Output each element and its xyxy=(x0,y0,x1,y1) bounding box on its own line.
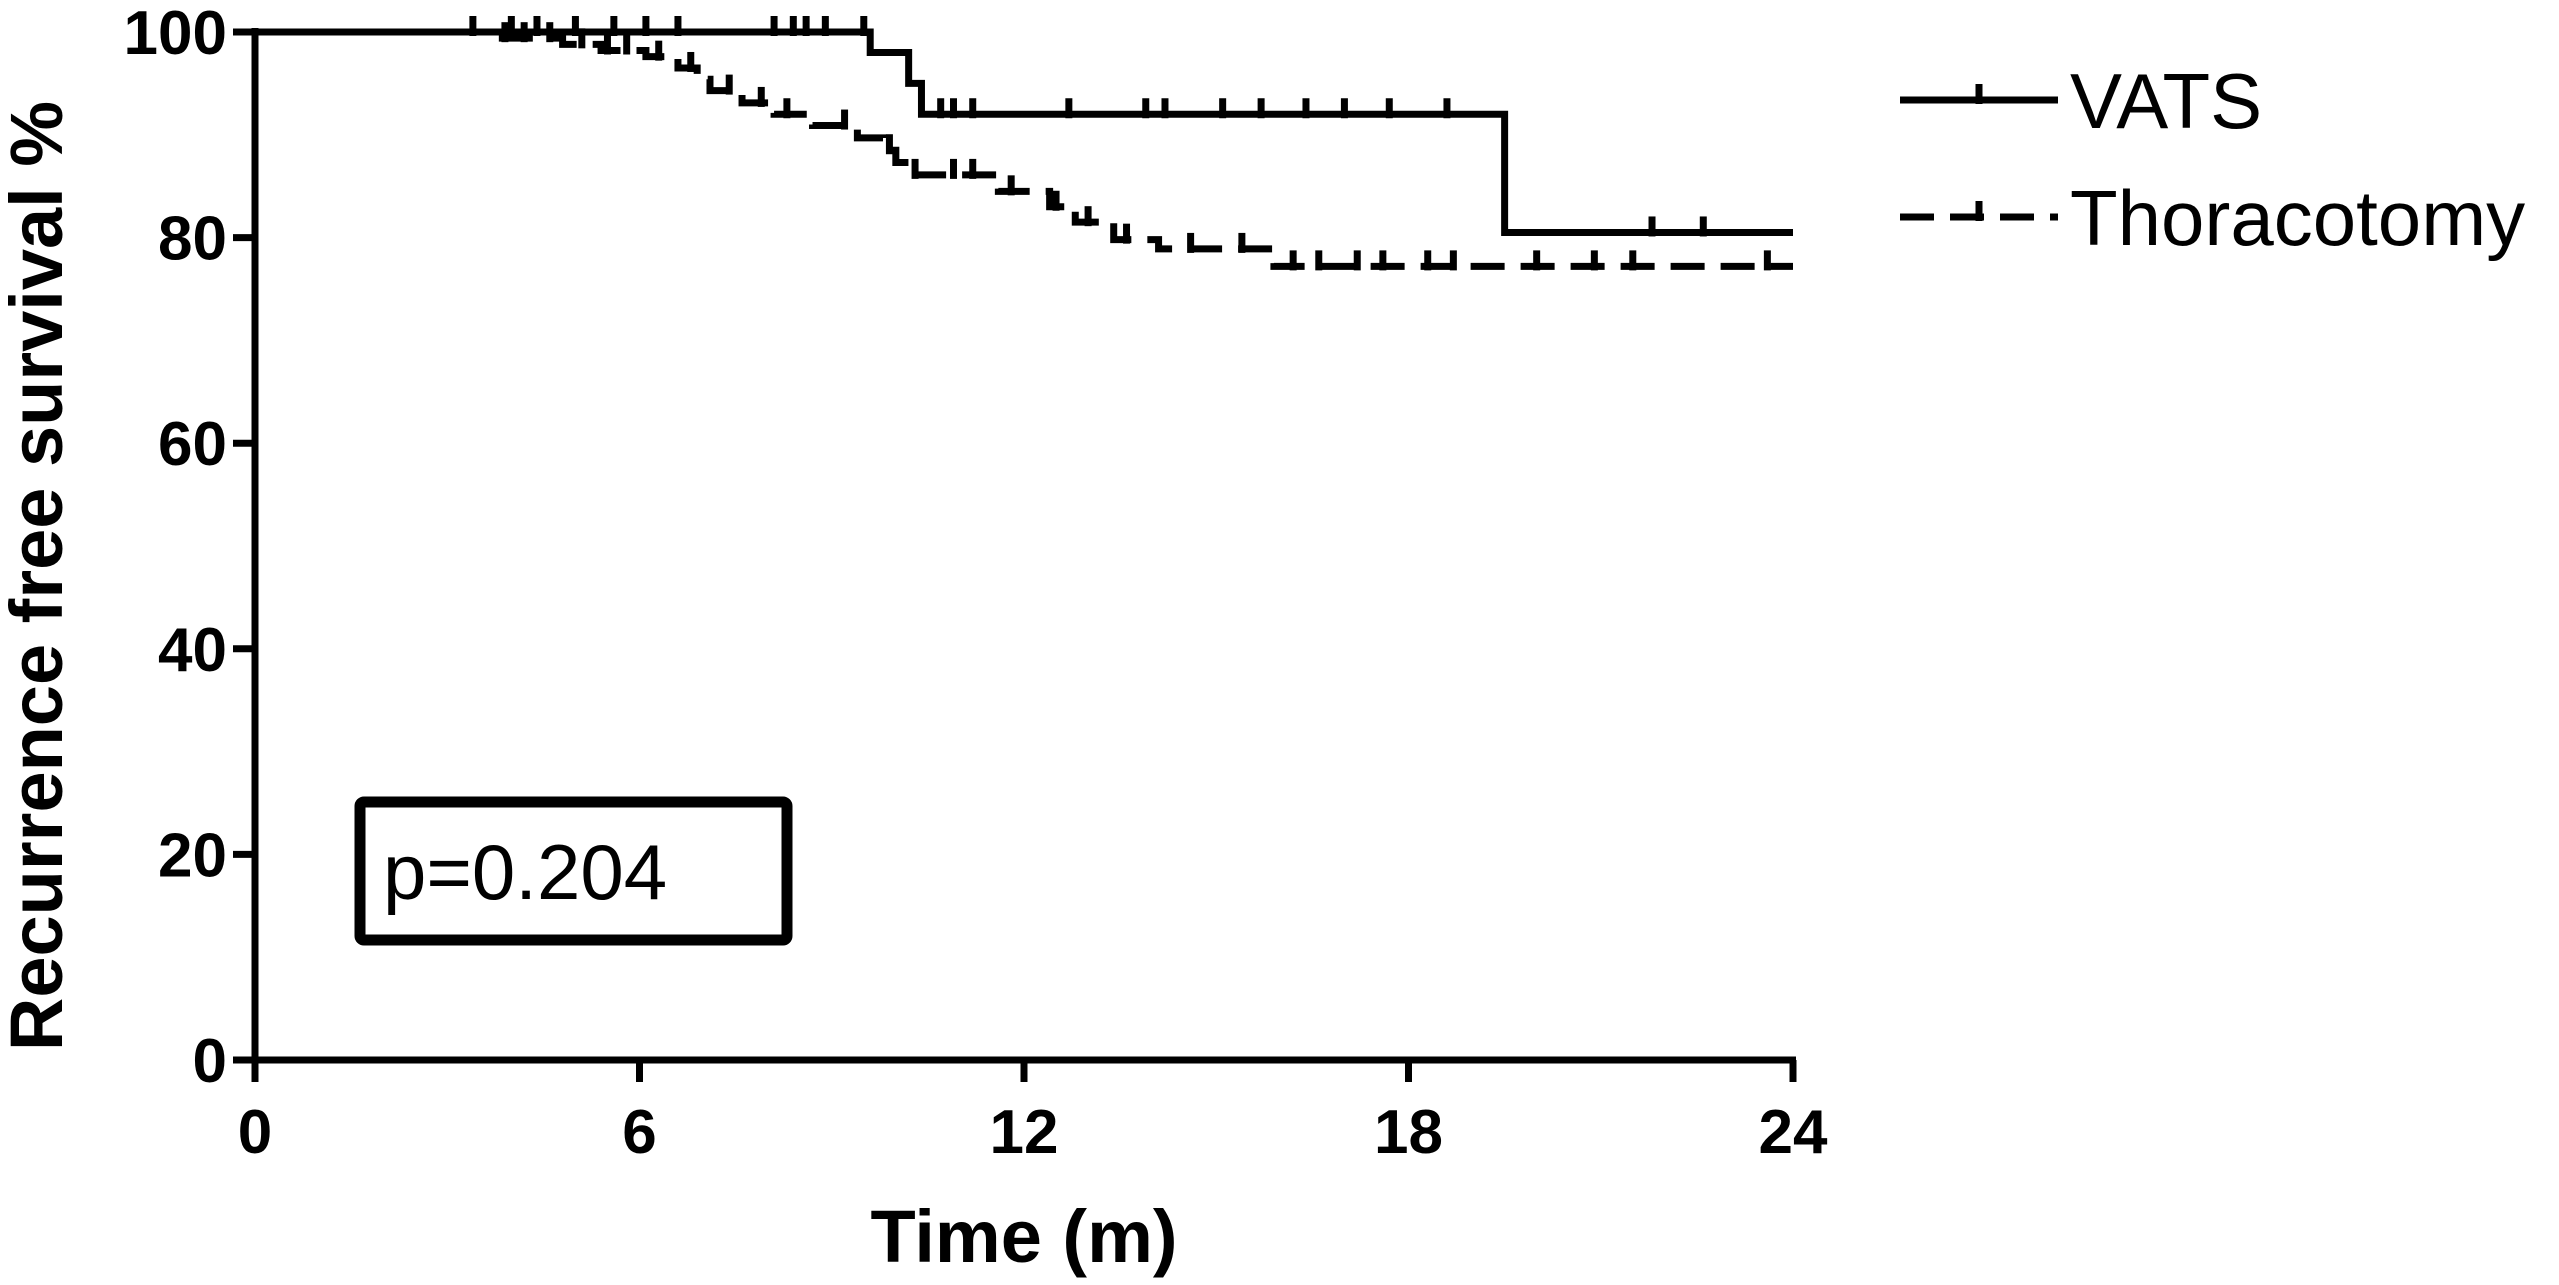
p-value-text: p=0.204 xyxy=(383,828,667,916)
x-tick-label: 0 xyxy=(238,1098,272,1167)
y-tick-label: 60 xyxy=(158,410,227,479)
legend-item-thoracotomy: Thoracotomy xyxy=(1900,174,2525,262)
series-layer xyxy=(255,16,1793,271)
x-tick-label: 6 xyxy=(622,1098,656,1167)
p-value-annotation: p=0.204 xyxy=(354,796,793,946)
y-tick-label: 80 xyxy=(158,205,227,274)
y-tick-label: 20 xyxy=(158,821,227,890)
y-tick-label: 0 xyxy=(193,1027,227,1096)
series-vats xyxy=(255,16,1793,237)
legend-label: VATS xyxy=(2070,57,2262,145)
series-line-vats xyxy=(255,28,1793,236)
y-tick-label: 100 xyxy=(124,0,227,68)
x-tick-label: 24 xyxy=(1759,1098,1828,1167)
x-tick-label: 18 xyxy=(1374,1098,1443,1167)
legend-item-vats: VATS xyxy=(1900,57,2262,145)
series-thoracotomy xyxy=(255,22,1793,271)
legend-label: Thoracotomy xyxy=(2070,174,2525,262)
p-value-box xyxy=(354,796,793,946)
series-line-thoracotomy xyxy=(255,28,1793,270)
axes-layer: 0 20 40 60 80 100 0 6 12 18 24 Time (m) Recurrence f… xyxy=(0,0,1828,1278)
x-axis-title: Time (m) xyxy=(870,1195,1177,1278)
legend: VATS Thoracotomy xyxy=(1900,57,2525,262)
x-tick-label: 12 xyxy=(990,1098,1059,1167)
y-axis-title: Recurrence free survival % xyxy=(0,101,78,1051)
y-tick-label: 40 xyxy=(158,616,227,685)
